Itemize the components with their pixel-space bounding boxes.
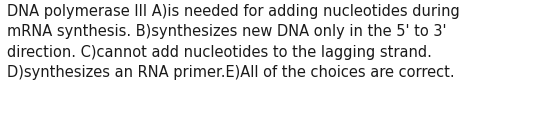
Text: DNA polymerase III A)is needed for adding nucleotides during
mRNA synthesis. B)s: DNA polymerase III A)is needed for addin…	[7, 4, 459, 80]
